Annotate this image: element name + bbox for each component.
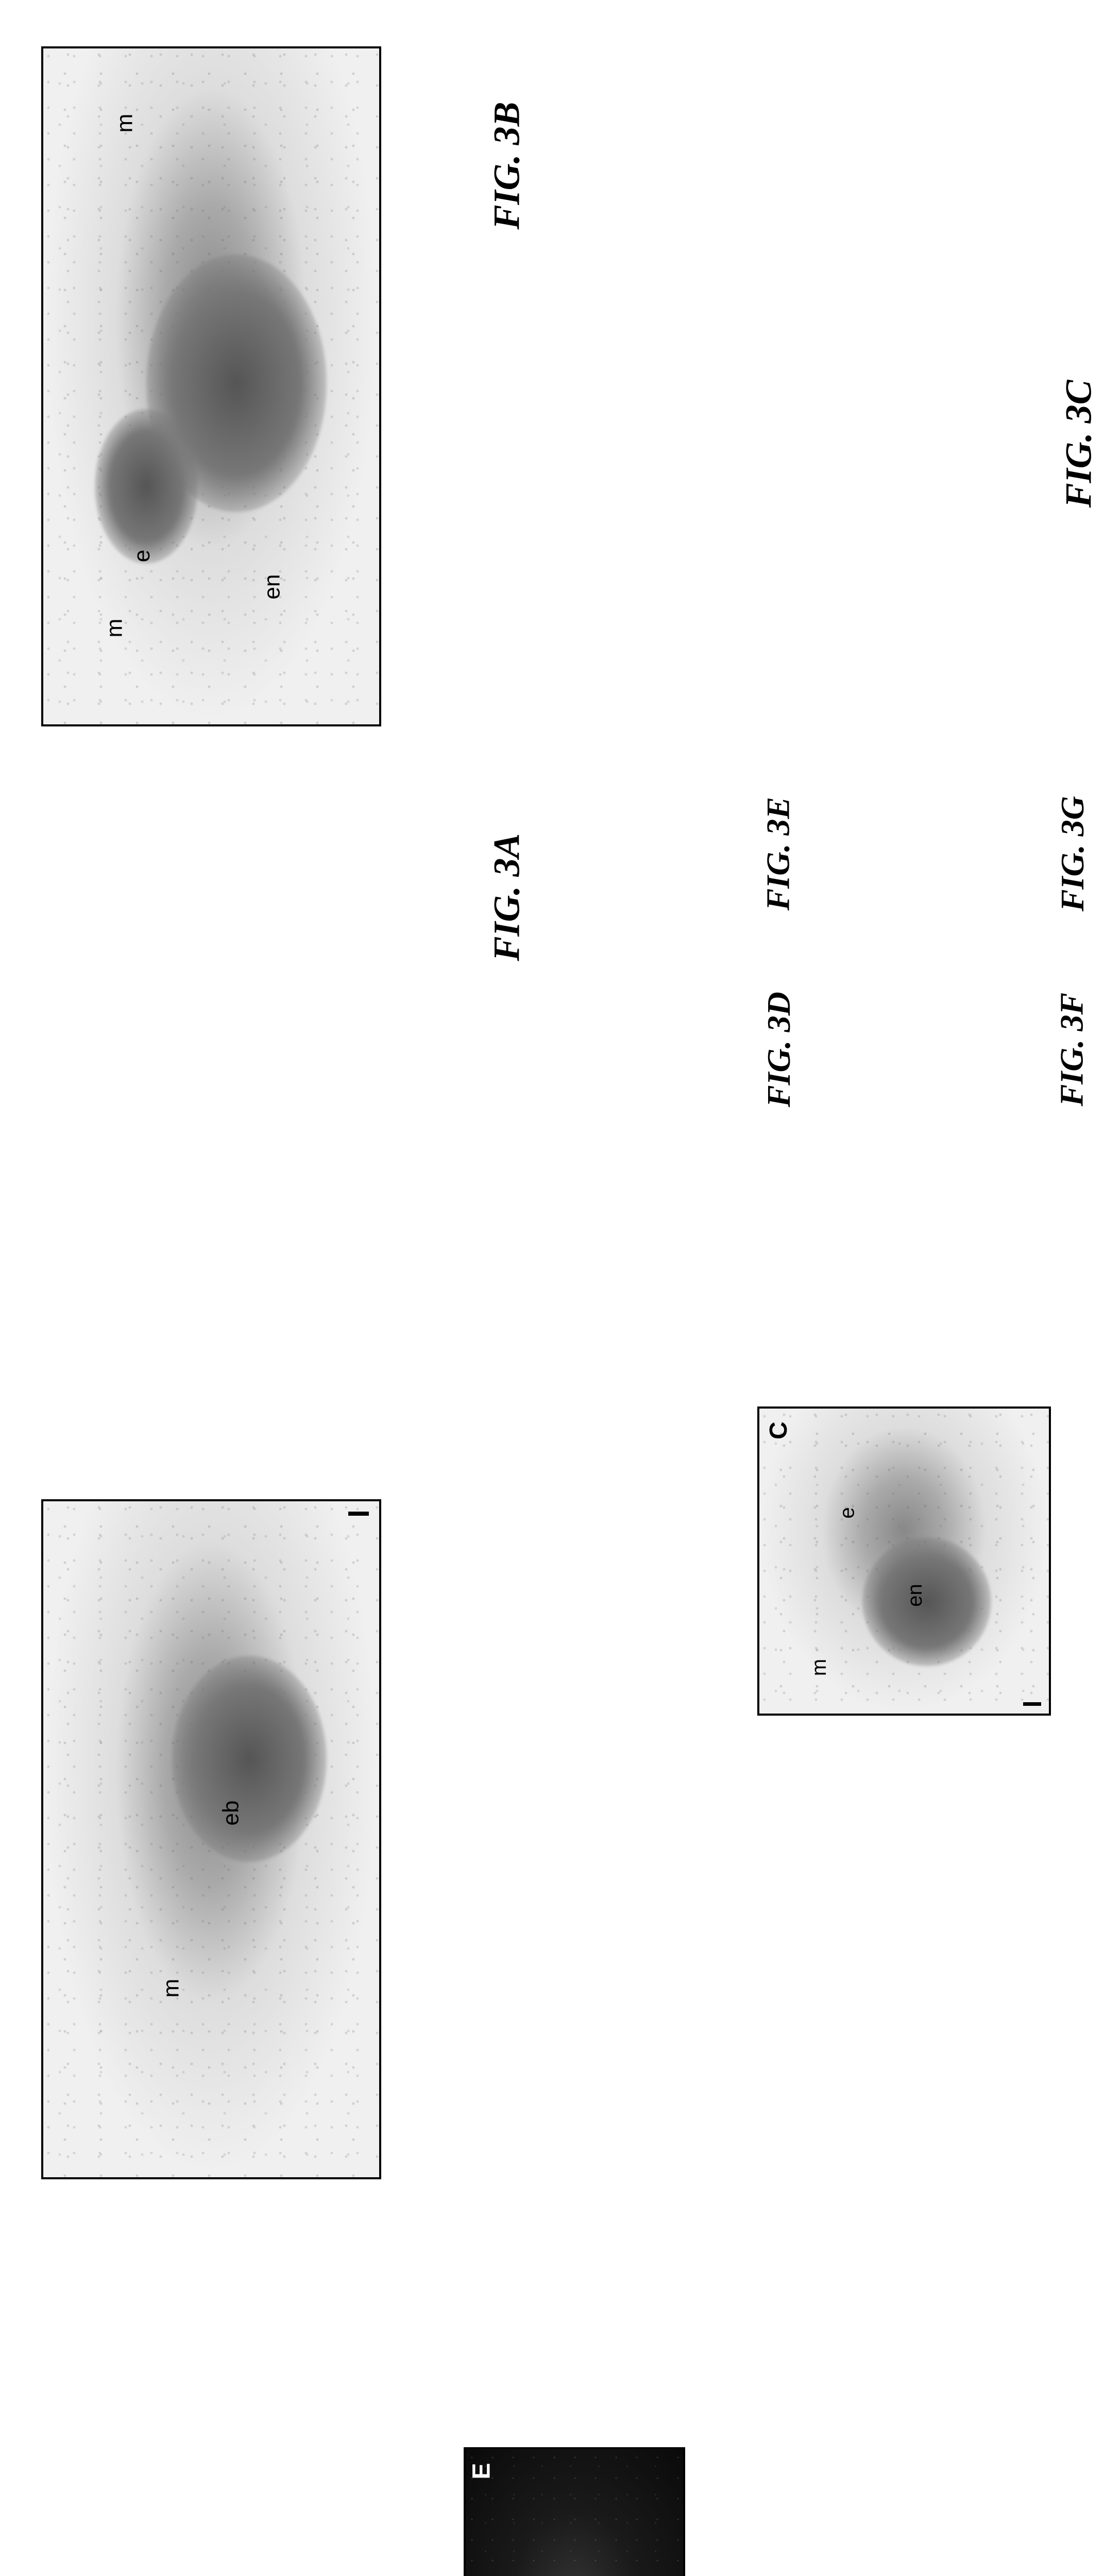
annotation-eb: eb: [218, 1801, 244, 1826]
panel-b: m m e en: [41, 46, 381, 726]
label-fig3b: FIG. 3B: [486, 101, 529, 229]
panel-a: eb m: [41, 1499, 381, 2179]
scale-bar: [1023, 1702, 1041, 1706]
label-fig3f: FIG. 3F: [1052, 993, 1091, 1107]
tissue-region: [862, 1537, 991, 1666]
scale-bar: [348, 1512, 369, 1516]
label-fig3g: FIG. 3G: [1054, 796, 1092, 911]
annotation-en: en: [259, 574, 285, 600]
panel-letter-c: C: [765, 1421, 793, 1439]
panel-c: C e m en: [757, 1406, 1051, 1716]
label-fig3d: FIG. 3D: [760, 992, 798, 1107]
label-fig3c: FIG. 3C: [1058, 380, 1100, 507]
annotation-m: m: [158, 1979, 184, 1998]
tissue-region: [172, 1656, 327, 1862]
label-fig3e: FIG. 3E: [759, 797, 797, 911]
annotation-en: en: [904, 1584, 927, 1607]
label-fig3a: FIG. 3A: [486, 833, 529, 961]
panel-e: E: [464, 2447, 685, 2576]
texture: [466, 2449, 683, 2576]
annotation-m: m: [101, 619, 127, 638]
tissue-region: [95, 409, 198, 564]
annotation-e: e: [129, 550, 155, 562]
panel-letter-e: E: [468, 2463, 496, 2479]
annotation-e: e: [836, 1507, 859, 1518]
annotation-m: m: [112, 114, 138, 133]
annotation-m: m: [808, 1659, 831, 1676]
